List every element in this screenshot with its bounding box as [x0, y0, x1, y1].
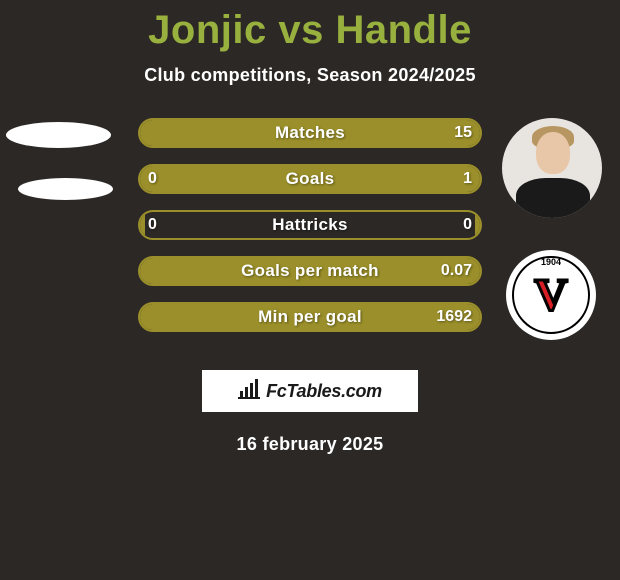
stat-row: Goals per match 0.07 — [138, 256, 482, 286]
club-letter: V — [534, 272, 567, 318]
stat-right-value: 15 — [454, 124, 472, 142]
stat-row: Min per goal 1692 — [138, 302, 482, 332]
bar-left-fill — [140, 212, 145, 238]
stat-left-value: 0 — [148, 216, 157, 234]
stat-label: Min per goal — [258, 307, 362, 327]
right-player-photo — [502, 118, 602, 218]
stat-right-value: 1692 — [436, 308, 472, 326]
left-club-placeholder — [18, 178, 113, 200]
brand-text: FcTables.com — [266, 381, 382, 402]
stat-bars: Matches 15 0 Goals 1 0 Hattricks 0 Goals per mat… — [138, 118, 482, 348]
stat-row: 0 Hattricks 0 — [138, 210, 482, 240]
comparison-area: Matches 15 0 Goals 1 0 Hattricks 0 Goals per mat… — [0, 118, 620, 378]
stat-row: Matches 15 — [138, 118, 482, 148]
bar-right-fill — [475, 212, 480, 238]
right-club-logo: 1904 V — [506, 250, 596, 340]
stat-right-value: 0.07 — [441, 262, 472, 280]
stat-row: 0 Goals 1 — [138, 164, 482, 194]
stat-left-value: 0 — [148, 170, 157, 188]
left-player-column — [6, 118, 116, 200]
stat-right-value: 0 — [463, 216, 472, 234]
date-label: 16 february 2025 — [0, 434, 620, 455]
right-player-column: 1904 V — [500, 118, 610, 340]
stat-label: Hattricks — [272, 215, 347, 235]
page-title: Jonjic vs Handle — [0, 0, 620, 53]
stat-label: Goals — [286, 169, 335, 189]
stat-label: Matches — [275, 123, 345, 143]
stat-right-value: 1 — [463, 170, 472, 188]
club-year: 1904 — [541, 257, 561, 267]
subtitle: Club competitions, Season 2024/2025 — [0, 65, 620, 86]
brand-chart-icon — [238, 379, 262, 404]
left-player-placeholder — [6, 122, 111, 148]
stat-label: Goals per match — [241, 261, 379, 281]
